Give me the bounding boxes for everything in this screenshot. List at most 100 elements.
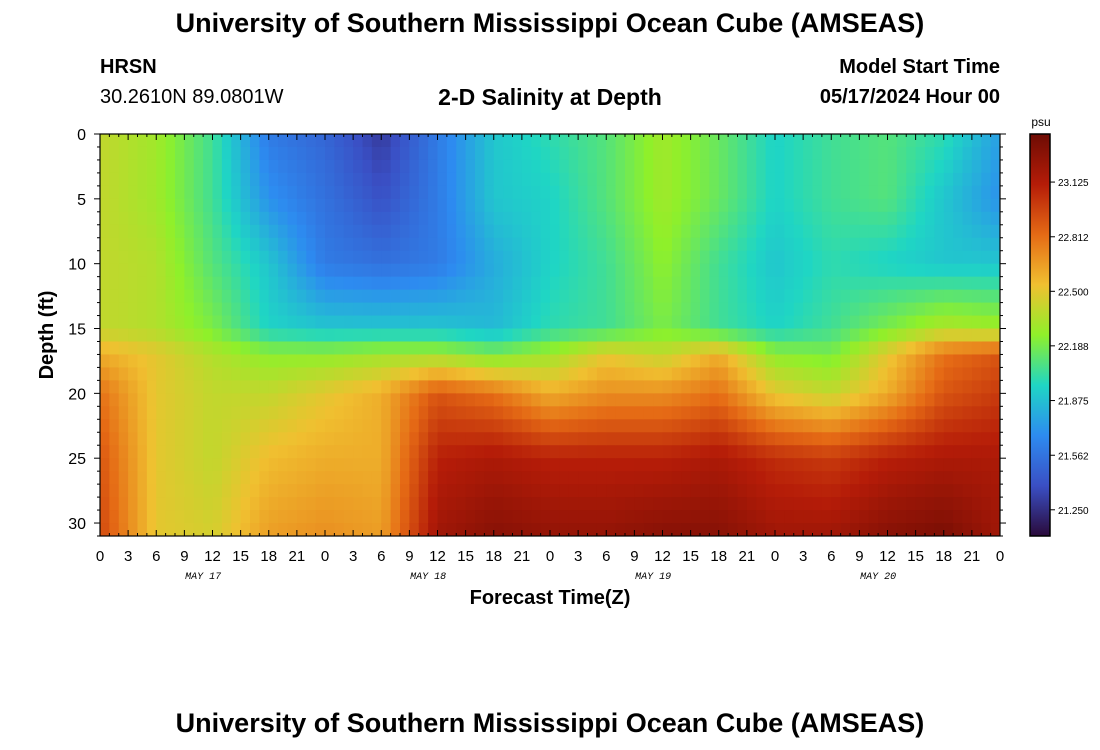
heatmap-cell (540, 367, 551, 381)
heatmap-cell (353, 224, 364, 239)
heatmap-cell (578, 367, 589, 381)
heatmap-cell (475, 159, 485, 174)
heatmap-cell (193, 146, 204, 161)
heatmap-cell (690, 341, 701, 356)
heatmap-cell (268, 510, 279, 524)
heatmap-cell (793, 198, 804, 213)
heatmap-cell (146, 302, 157, 317)
heatmap-cell (231, 497, 242, 511)
heatmap-cell (203, 523, 214, 536)
heatmap-cell (287, 367, 298, 381)
heatmap-cell (165, 354, 176, 369)
heatmap-cell (400, 276, 410, 291)
heatmap-cell (990, 172, 1000, 187)
heatmap-cell (981, 172, 992, 187)
heatmap-cell (100, 134, 110, 148)
heatmap-cell (587, 289, 598, 304)
heatmap-cell (981, 458, 992, 472)
heatmap-cell (812, 445, 823, 459)
heatmap-cell (643, 302, 654, 317)
heatmap-cell (400, 146, 410, 161)
heatmap-cell (662, 341, 673, 356)
heatmap-cell (587, 458, 598, 472)
heatmap-cell (587, 445, 598, 459)
heatmap-cell (578, 510, 589, 524)
heatmap-cell (971, 198, 982, 213)
heatmap-cell (934, 419, 945, 433)
heatmap-cell (493, 367, 504, 381)
heatmap-cell (128, 497, 139, 511)
heatmap-cell (962, 458, 973, 472)
heatmap-cell (212, 172, 223, 187)
heatmap-cell (146, 328, 157, 343)
heatmap-cell (868, 328, 879, 343)
heatmap-cell (540, 458, 551, 472)
heatmap-cell (325, 380, 335, 394)
heatmap-cell (896, 406, 907, 420)
heatmap-cell (943, 211, 954, 226)
heatmap-cell (287, 523, 298, 536)
heatmap-cell (803, 341, 814, 356)
heatmap-cell (512, 341, 523, 356)
heatmap-cell (381, 172, 392, 187)
heatmap-cell (925, 471, 935, 485)
heatmap-cell (662, 432, 673, 446)
heatmap-cell (437, 523, 448, 536)
heatmap-cell (184, 263, 195, 278)
heatmap-cell (493, 497, 504, 511)
heatmap-cell (456, 406, 467, 420)
page-title: University of Southern Mississippi Ocean… (175, 8, 925, 38)
heatmap-cell (671, 523, 682, 536)
heatmap-cell (990, 354, 1000, 369)
heatmap-cell (718, 380, 729, 394)
heatmap-cell (418, 237, 429, 252)
heatmap-cell (100, 172, 110, 187)
heatmap-cell (709, 211, 720, 226)
heatmap-cell (784, 432, 795, 446)
heatmap-cell (418, 250, 429, 265)
heatmap-cell (709, 315, 720, 330)
heatmap-cell (175, 237, 185, 252)
heatmap-cell (503, 289, 514, 304)
heatmap-cell (840, 367, 851, 381)
heatmap-cell (765, 484, 776, 498)
heatmap-cell (653, 367, 664, 381)
heatmap-cell (756, 276, 767, 291)
heatmap-cell (287, 406, 298, 420)
heatmap-cell (793, 211, 804, 226)
heatmap-cell (109, 211, 120, 226)
heatmap-cell (268, 198, 279, 213)
heatmap-cell (615, 484, 626, 498)
heatmap-cell (343, 419, 354, 433)
heatmap-cell (812, 224, 823, 239)
heatmap-cell (156, 484, 167, 498)
heatmap-cell (606, 406, 617, 420)
heatmap-cell (221, 328, 232, 343)
heatmap-cell (596, 471, 607, 485)
heatmap-cell (175, 159, 185, 174)
heatmap-cell (990, 406, 1000, 420)
heatmap-cell (971, 276, 982, 291)
heatmap-cell (475, 263, 485, 278)
heatmap-cell (446, 185, 457, 200)
heatmap-cell (850, 237, 860, 252)
heatmap-cell (109, 367, 120, 381)
heatmap-cell (831, 237, 842, 252)
heatmap-cell (184, 289, 195, 304)
heatmap-cell (381, 315, 392, 330)
heatmap-cell (296, 484, 307, 498)
heatmap-cell (765, 367, 776, 381)
heatmap-cell (578, 211, 589, 226)
heatmap-cell (606, 172, 617, 187)
heatmap-cell (700, 211, 710, 226)
heatmap-cell (728, 380, 739, 394)
heatmap-cell (821, 484, 832, 498)
heatmap-cell (456, 458, 467, 472)
heatmap-cell (821, 367, 832, 381)
heatmap-cell (306, 484, 317, 498)
heatmap-cell (175, 341, 185, 356)
heatmap-cell (634, 134, 645, 148)
heatmap-cell (343, 354, 354, 369)
heatmap-cell (906, 458, 917, 472)
heatmap-cell (568, 406, 579, 420)
